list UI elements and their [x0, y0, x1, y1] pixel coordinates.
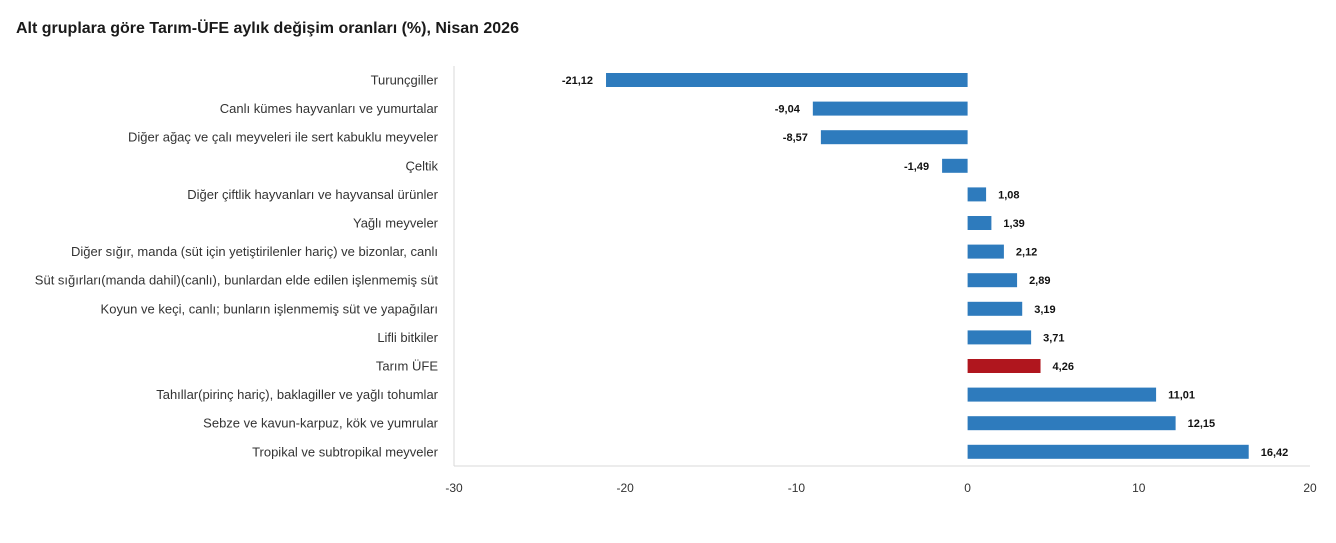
category-label: Tahıllar(pirinç hariç), baklagiller ve y… — [156, 387, 438, 402]
x-tick-label: 20 — [1303, 481, 1317, 495]
bar — [967, 301, 1023, 316]
category-label: Koyun ve keçi, canlı; bunların işlenmemi… — [101, 301, 438, 316]
bar — [967, 387, 1157, 402]
category-label: Tropikal ve subtropikal meyveler — [252, 444, 439, 459]
data-label: -9,04 — [775, 104, 801, 116]
bar — [967, 187, 987, 202]
category-label: Diğer çiftlik hayvanları ve hayvansal ür… — [187, 187, 438, 202]
category-label: Yağlı meyveler — [353, 216, 439, 231]
bar — [606, 73, 968, 87]
bar — [820, 130, 968, 145]
category-label: Lifli bitkiler — [377, 330, 438, 345]
category-label: Diğer ağaç ve çalı meyveleri ile sert ka… — [128, 130, 439, 145]
bar — [967, 244, 1004, 259]
category-label: Turunçgiller — [371, 73, 439, 88]
data-label: 2,12 — [1016, 247, 1037, 259]
x-tick-label: -30 — [445, 481, 463, 495]
x-tick-label: 0 — [964, 481, 971, 495]
category-label: Diğer sığır, manda (süt için yetiştirile… — [71, 244, 438, 259]
chart-title: Alt gruplara göre Tarım-ÜFE aylık değişi… — [16, 20, 519, 37]
category-label: Çeltik — [405, 158, 438, 173]
category-label: Canlı kümes hayvanları ve yumurtalar — [220, 101, 439, 116]
data-label: -21,12 — [562, 75, 593, 87]
category-label: Süt sığırları(manda dahil)(canlı), bunla… — [35, 273, 439, 288]
data-label: 4,26 — [1053, 361, 1074, 373]
data-label: 2,89 — [1029, 275, 1050, 287]
category-label: Sebze ve kavun-karpuz, kök ve yumrular — [203, 416, 438, 431]
data-label: 1,08 — [998, 189, 1019, 201]
data-label: 3,19 — [1034, 304, 1055, 316]
x-tick-label: 10 — [1132, 481, 1146, 495]
bars — [606, 73, 1249, 459]
bar — [967, 330, 1032, 345]
category-labels: Turunçgiller Canlı kümes hayvanları ve yu… — [35, 73, 439, 460]
bar — [812, 101, 968, 116]
value-labels: -21,12 -9,04 -8,57 -1,49 1,08 1,39 2,12 2,89 3,1… — [562, 75, 1288, 459]
category-label: Tarım ÜFE — [376, 359, 438, 374]
data-label: -8,57 — [783, 132, 808, 144]
data-label: 11,01 — [1168, 390, 1195, 402]
bar — [942, 158, 968, 173]
x-tick-label: -20 — [617, 481, 635, 495]
bar — [967, 359, 1041, 373]
data-label: 3,71 — [1043, 332, 1064, 344]
data-label: 16,42 — [1261, 447, 1289, 459]
bar — [967, 216, 992, 230]
axes — [453, 66, 1310, 467]
data-label: 12,15 — [1188, 418, 1216, 430]
bar — [967, 416, 1176, 431]
data-label: 1,39 — [1003, 218, 1024, 230]
bar — [967, 273, 1018, 288]
x-tick-label: -10 — [788, 481, 806, 495]
bar — [967, 444, 1249, 459]
data-label: -1,49 — [904, 161, 929, 173]
tick-labels: -30 -20 -10 0 10 20 — [445, 481, 1317, 495]
